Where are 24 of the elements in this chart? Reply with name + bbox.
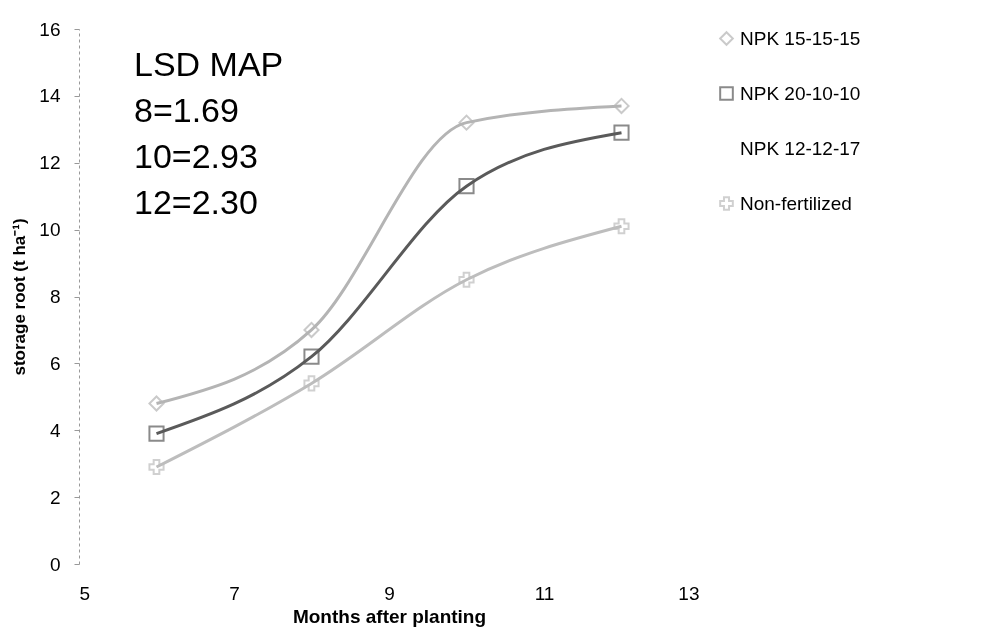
y-tick-label: 16 bbox=[39, 18, 61, 40]
x-tick-label: 7 bbox=[229, 582, 240, 604]
x-tick-label: 9 bbox=[384, 582, 395, 604]
y-tick-label: 6 bbox=[49, 352, 61, 374]
y-tick-label: 14 bbox=[39, 85, 61, 107]
x-tick-label: 5 bbox=[79, 582, 91, 604]
annotation: 12=2.30 bbox=[134, 183, 258, 221]
x-tick-label: 13 bbox=[678, 582, 700, 604]
legend-label: NPK 15-15-15 bbox=[740, 27, 861, 49]
legend-label: Non-fertilized bbox=[740, 192, 852, 214]
y-tick-label: 8 bbox=[49, 286, 61, 307]
y-tick-label: 0 bbox=[49, 553, 61, 575]
y-axis-title: storage root (t ha⁻¹) bbox=[10, 218, 30, 376]
legend-label: NPK 20-10-10 bbox=[740, 82, 861, 104]
y-tick-label: 2 bbox=[49, 486, 61, 508]
text: NPK 12-12-17 bbox=[740, 137, 861, 159]
annotation: LSD MAP bbox=[134, 45, 284, 83]
x-tick-label: 11 bbox=[534, 582, 555, 604]
annotation: 8=1.69 bbox=[134, 91, 239, 129]
y-tick-label: 12 bbox=[39, 152, 61, 174]
x-axis-title: Months after planting bbox=[292, 605, 487, 627]
y-tick-label: 4 bbox=[49, 419, 61, 441]
annotation: 10=2.93 bbox=[134, 137, 258, 175]
y-tick-label: 10 bbox=[39, 219, 61, 241]
